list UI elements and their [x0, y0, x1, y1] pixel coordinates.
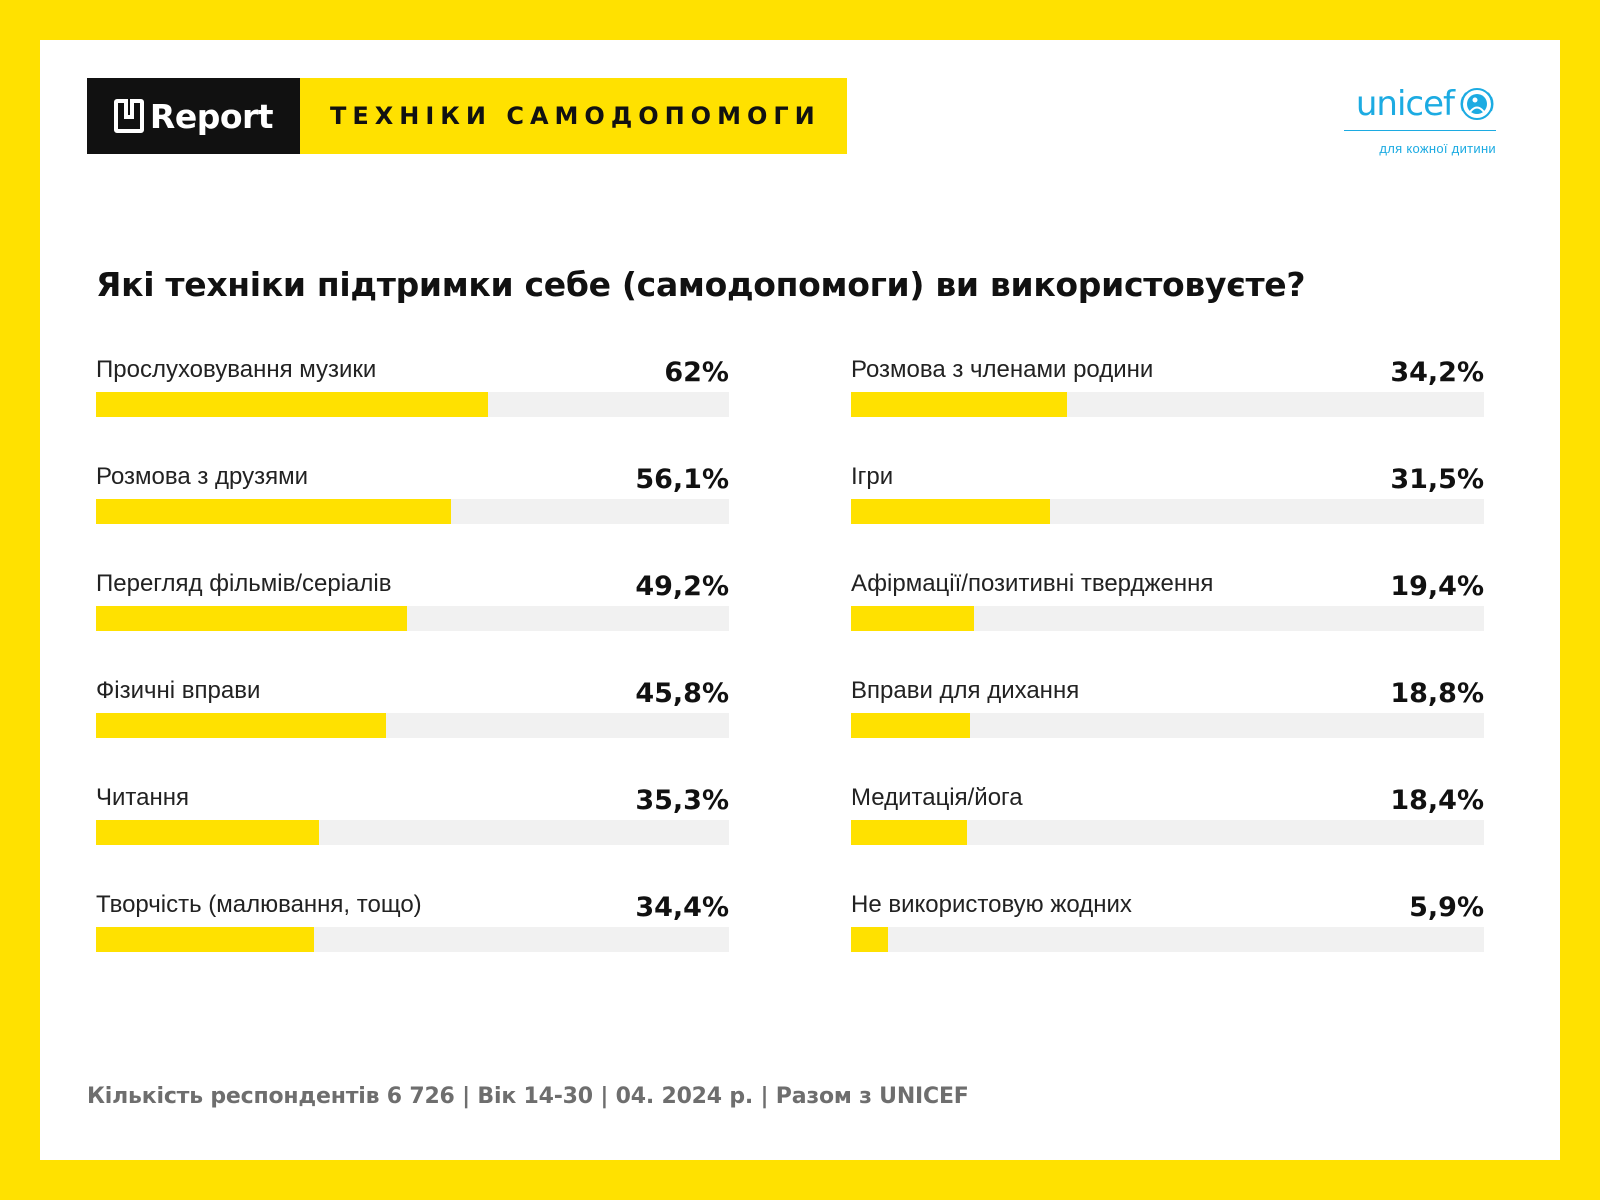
bar	[851, 927, 889, 952]
bar-track	[851, 927, 1484, 952]
bar-track	[96, 820, 729, 845]
bar	[96, 499, 452, 524]
bar-value-label: 34,2%	[1390, 357, 1484, 388]
bar-value-label: 62%	[664, 357, 729, 388]
bar-track	[851, 392, 1484, 417]
bar-item: Читання 35,3%	[96, 784, 729, 891]
bar-column-left: Прослуховування музики 62% Розмова з друзя…	[96, 356, 729, 998]
bar-label: Розмова з членами родини	[851, 356, 1154, 383]
bar-track	[851, 606, 1484, 631]
unicef-wordmark: unicef	[1355, 84, 1455, 124]
bar-item: Творчість (малювання, тощо) 34,4%	[96, 891, 729, 998]
ureport-logo: Report	[87, 78, 300, 154]
bar-item: Прослуховування музики 62%	[96, 356, 729, 463]
bar-value-label: 49,2%	[635, 571, 729, 602]
bar-track	[851, 499, 1484, 524]
bar	[851, 713, 970, 738]
bar-label: Ігри	[851, 463, 894, 490]
bar-value-label: 31,5%	[1390, 464, 1484, 495]
brand-header: Report ТЕХНІКИ САМОДОПОМОГИ	[87, 78, 847, 154]
bar-label: Прослуховування музики	[96, 356, 377, 383]
bar-label: Фізичні вправи	[96, 677, 261, 704]
bar-value-label: 5,9%	[1409, 892, 1484, 923]
bar-label: Читання	[96, 784, 189, 811]
unicef-emblem-icon	[1460, 88, 1494, 120]
bar-item: Перегляд фільмів/серіалів 49,2%	[96, 570, 729, 677]
bar-item: Розмова з членами родини 34,2%	[851, 356, 1484, 463]
bar-item: Вправи для дихання 18,8%	[851, 677, 1484, 784]
bar-item: Не використовую жодних 5,9%	[851, 891, 1484, 998]
bar	[96, 927, 314, 952]
bar-track	[96, 499, 729, 524]
report-card: Report ТЕХНІКИ САМОДОПОМОГИ unicef для к…	[40, 40, 1560, 1160]
bar-item: Фізичні вправи 45,8%	[96, 677, 729, 784]
title-banner: ТЕХНІКИ САМОДОПОМОГИ	[300, 78, 847, 154]
bar-item: Афірмації/позитивні твердження 19,4%	[851, 570, 1484, 677]
bar-value-label: 35,3%	[635, 785, 729, 816]
bar-track	[96, 392, 729, 417]
bar-column-right: Розмова з членами родини 34,2% Ігри 31,5% Аф…	[851, 356, 1484, 998]
bar-item: Розмова з друзями 56,1%	[96, 463, 729, 570]
bar-label: Перегляд фільмів/серіалів	[96, 570, 392, 597]
bar-item: Ігри 31,5%	[851, 463, 1484, 570]
bar-label: Творчість (малювання, тощо)	[96, 891, 422, 918]
header-title: ТЕХНІКИ САМОДОПОМОГИ	[330, 102, 821, 130]
bar	[96, 392, 489, 417]
bar	[851, 392, 1068, 417]
bar-label: Розмова з друзями	[96, 463, 309, 490]
chart-title: Які техніки підтримки себе (самодопомоги…	[96, 265, 1306, 304]
bar	[851, 820, 968, 845]
bar-value-label: 34,4%	[635, 892, 729, 923]
bar-label: Не використовую жодних	[851, 891, 1132, 918]
bar-track	[96, 713, 729, 738]
bar-track	[96, 927, 729, 952]
bar	[96, 713, 386, 738]
bar	[96, 606, 408, 631]
unicef-tagline: для кожної дитини	[1379, 141, 1496, 156]
bar-track	[851, 713, 1484, 738]
u-logo-icon	[113, 99, 144, 133]
bar-label: Медитація/йога	[851, 784, 1023, 811]
bar	[851, 499, 1051, 524]
unicef-logo: unicef для кожної дитини	[1344, 84, 1496, 156]
bar	[851, 606, 974, 631]
bar-value-label: 56,1%	[635, 464, 729, 495]
bar-label: Афірмації/позитивні твердження	[851, 570, 1214, 597]
bar-item: Медитація/йога 18,4%	[851, 784, 1484, 891]
bar-value-label: 18,8%	[1390, 678, 1484, 709]
bar-value-label: 45,8%	[635, 678, 729, 709]
bar-track	[851, 820, 1484, 845]
bar-value-label: 19,4%	[1390, 571, 1484, 602]
bar-value-label: 18,4%	[1390, 785, 1484, 816]
bar-label: Вправи для дихання	[851, 677, 1080, 704]
bar	[96, 820, 320, 845]
footer-note: Кількість респондентів 6 726 | Вік 14-30…	[87, 1084, 969, 1109]
unicef-divider	[1344, 130, 1496, 131]
brand-name: Report	[149, 96, 274, 136]
bar-track	[96, 606, 729, 631]
